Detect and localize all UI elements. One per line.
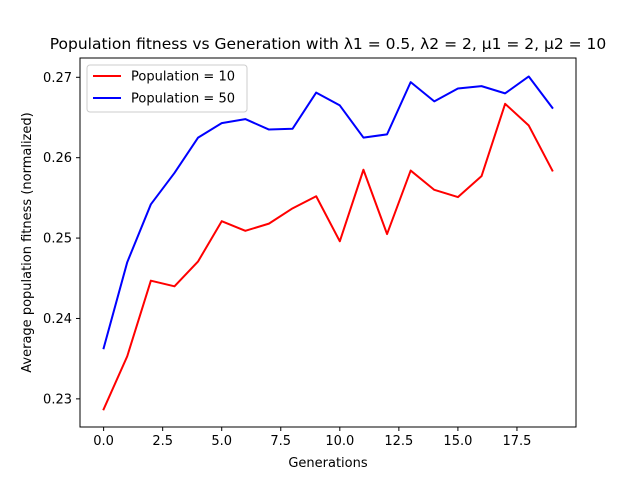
series-line-2 bbox=[102, 75, 554, 350]
x-tick-label: 7.5 bbox=[270, 434, 291, 449]
x-tick-label: 17.5 bbox=[502, 434, 531, 449]
x-tick-label: 2.5 bbox=[152, 434, 173, 449]
x-tick-label: 10.0 bbox=[325, 434, 354, 449]
y-tick-label: 0.23 bbox=[43, 392, 72, 407]
series-layer bbox=[102, 75, 554, 411]
chart-title: Population fitness vs Generation with λ1… bbox=[50, 35, 607, 53]
x-axis: 0.0 2.5 5.0 7.5 10.0 12.5 15.0 17.5 bbox=[93, 427, 531, 449]
legend-label-1: Population = 10 bbox=[131, 70, 235, 85]
series-line-1 bbox=[102, 102, 554, 411]
y-tick-label: 0.26 bbox=[43, 151, 72, 166]
axes-frame bbox=[79, 57, 577, 428]
y-tick-label: 0.25 bbox=[43, 232, 72, 247]
x-tick-label: 5.0 bbox=[211, 434, 232, 449]
x-tick-label: 12.5 bbox=[384, 434, 413, 449]
y-tick-label: 0.27 bbox=[43, 71, 72, 86]
x-tick-label: 15.0 bbox=[443, 434, 472, 449]
y-axis: 0.23 0.24 0.25 0.26 0.27 bbox=[43, 71, 80, 407]
x-tick-label: 0.0 bbox=[93, 434, 114, 449]
legend-box bbox=[86, 64, 248, 113]
y-axis-label: Average population fitness (normalized) bbox=[20, 112, 35, 372]
legend-label-2: Population = 50 bbox=[131, 92, 235, 107]
plot-area bbox=[79, 57, 577, 428]
y-tick-label: 0.24 bbox=[43, 312, 72, 327]
legend: Population = 10 Population = 50 bbox=[86, 64, 248, 113]
x-axis-label: Generations bbox=[288, 456, 368, 471]
